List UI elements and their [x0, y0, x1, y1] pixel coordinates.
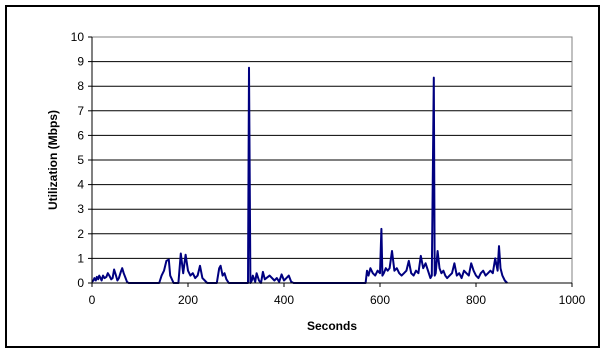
- y-tick-label: 4: [77, 178, 84, 192]
- x-axis: 0 200 400 600 800 1000: [89, 282, 586, 307]
- y-tick-label: 8: [77, 79, 84, 93]
- series-layer: [91, 66, 508, 284]
- y-tick-label: 5: [77, 153, 84, 167]
- x-tick-label: 200: [178, 293, 198, 307]
- y-tick-label: 7: [77, 104, 84, 118]
- x-tick-label: 1000: [559, 293, 586, 307]
- y-tick-label: 9: [77, 55, 84, 69]
- y-tick-label: 0: [77, 276, 84, 290]
- y-tick-label: 1: [77, 251, 84, 265]
- y-axis: 0 1 2 3 4 5 6 7 8 9 10: [71, 30, 93, 290]
- y-tick-label: 3: [77, 202, 84, 216]
- series-line: [91, 66, 508, 284]
- x-tick-label: 400: [274, 293, 294, 307]
- y-tick-label: 10: [71, 30, 85, 44]
- y-tick-label: 6: [77, 128, 84, 142]
- x-tick-label: 800: [466, 293, 486, 307]
- y-axis-title: Utilization (Mbps): [46, 110, 60, 210]
- y-tick-label: 2: [77, 227, 84, 241]
- x-tick-label: 600: [370, 293, 390, 307]
- x-tick-label: 0: [89, 293, 96, 307]
- chart-frame: [5, 5, 600, 348]
- x-axis-title: Seconds: [307, 319, 357, 333]
